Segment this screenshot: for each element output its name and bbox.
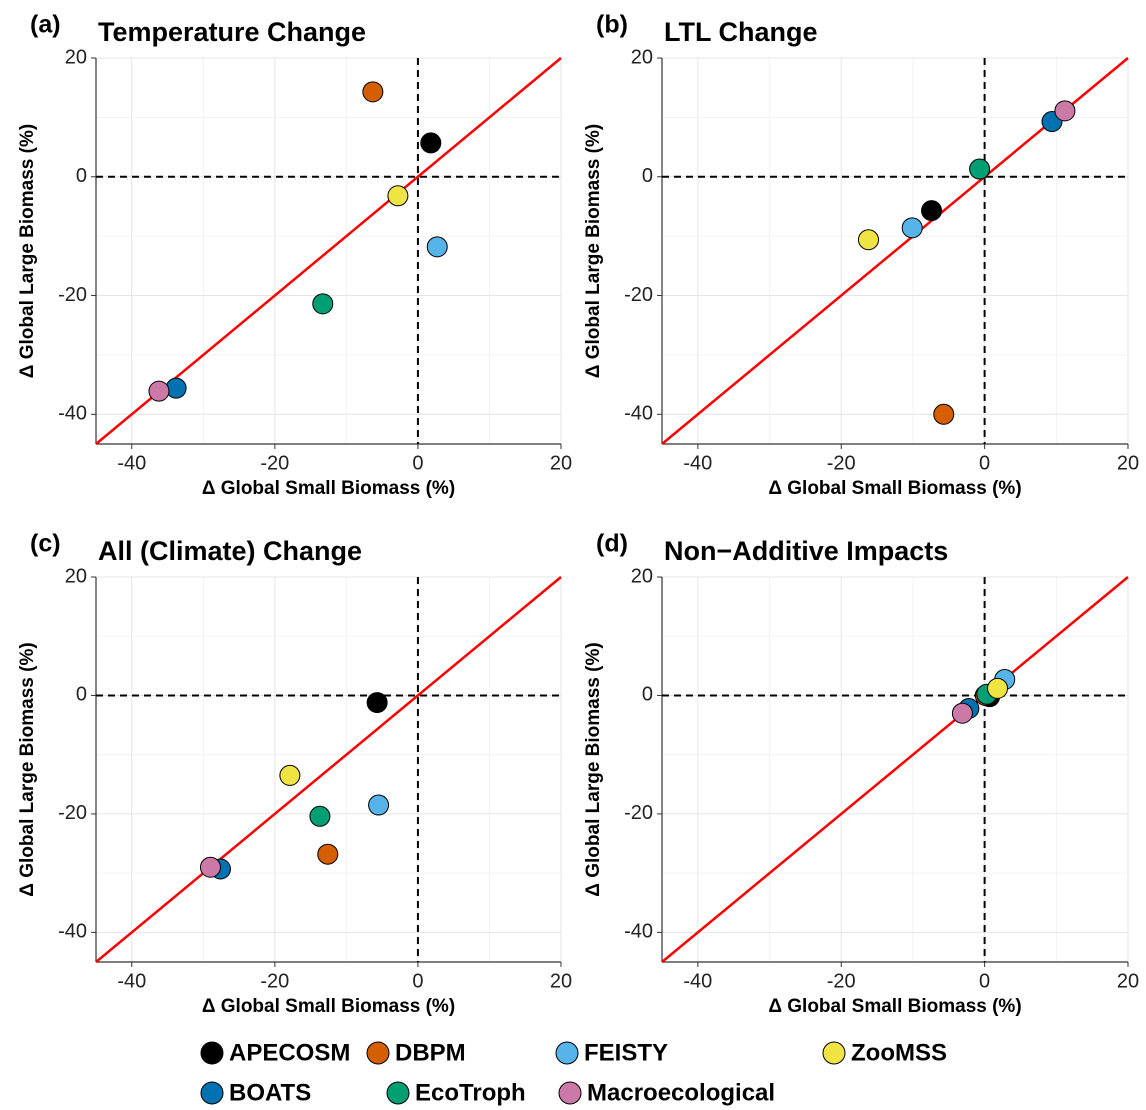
x-tick-label: -20: [827, 452, 856, 474]
y-tick-label: 0: [76, 684, 87, 706]
y-axis-label: Δ Global Large Biomass (%): [17, 124, 38, 378]
y-tick-label: -40: [58, 921, 87, 943]
panel-title: Non−Additive Impacts: [664, 536, 948, 566]
point: [857, 229, 879, 251]
point: [362, 81, 384, 103]
point: [312, 293, 334, 315]
x-tick-label: 20: [550, 970, 572, 992]
panel-label: (d): [596, 530, 628, 558]
y-tick-label: 0: [642, 165, 653, 187]
identity-line: [661, 576, 1129, 963]
point: [1054, 100, 1076, 122]
y-axis-label: Δ Global Large Biomass (%): [17, 642, 38, 896]
point: [921, 200, 943, 222]
x-tick-label: 0: [412, 970, 423, 992]
point: [199, 856, 221, 878]
legend-swatch: [386, 1081, 410, 1105]
point: [933, 403, 955, 425]
y-tick-label: 20: [631, 565, 653, 587]
point: [309, 805, 331, 827]
y-tick-label: -20: [58, 802, 87, 824]
y-tick-label: 20: [65, 46, 87, 68]
point: [368, 794, 390, 816]
y-tick-label: 0: [76, 165, 87, 187]
y-tick-label: -20: [624, 284, 653, 306]
x-tick-label: 20: [1117, 452, 1139, 474]
point: [901, 217, 923, 239]
legend-swatch: [200, 1081, 224, 1105]
identity-line: [95, 576, 562, 963]
point: [426, 236, 448, 258]
y-tick-label: -20: [624, 802, 653, 824]
y-tick-label: 0: [642, 684, 653, 706]
x-axis-label: Δ Global Small Biomass (%): [768, 478, 1021, 499]
x-tick-label: -20: [260, 452, 289, 474]
legend-label: DBPM: [395, 1039, 466, 1066]
point: [148, 380, 170, 402]
x-axis-label: Δ Global Small Biomass (%): [768, 996, 1021, 1017]
point: [279, 764, 301, 786]
panel-label: (a): [30, 11, 61, 39]
point: [951, 702, 973, 724]
legend-swatch: [555, 1041, 579, 1065]
x-tick-label: 20: [1117, 970, 1139, 992]
x-tick-label: 0: [412, 452, 423, 474]
y-axis-label: Δ Global Large Biomass (%): [583, 124, 604, 378]
x-tick-label: -40: [683, 970, 712, 992]
panel-title: LTL Change: [664, 17, 818, 47]
point: [420, 132, 442, 154]
y-tick-label: 20: [631, 46, 653, 68]
y-tick-label: -20: [58, 284, 87, 306]
y-axis-label: Δ Global Large Biomass (%): [583, 642, 604, 896]
point: [366, 692, 388, 714]
panel-label: (c): [30, 530, 61, 558]
legend-label: EcoTroph: [415, 1079, 526, 1106]
legend-label: BOATS: [229, 1079, 311, 1106]
x-axis-label: Δ Global Small Biomass (%): [202, 478, 455, 499]
legend-swatch: [200, 1041, 224, 1065]
y-tick-label: -40: [624, 921, 653, 943]
y-tick-label: -40: [624, 403, 653, 425]
legend-label: FEISTY: [584, 1039, 668, 1066]
x-axis-label: Δ Global Small Biomass (%): [202, 996, 455, 1017]
point: [987, 677, 1009, 699]
y-tick-label: -40: [58, 403, 87, 425]
x-tick-label: 20: [550, 452, 572, 474]
legend-label: ZooMSS: [851, 1039, 947, 1066]
panel-title: Temperature Change: [98, 17, 366, 47]
point: [969, 158, 991, 180]
legend-swatch: [558, 1081, 582, 1105]
x-tick-label: -20: [260, 970, 289, 992]
legend-label: APECOSM: [229, 1039, 350, 1066]
y-tick-label: 20: [65, 565, 87, 587]
legend-label: Macroecological: [587, 1079, 775, 1106]
x-tick-label: -40: [117, 970, 146, 992]
x-tick-label: -20: [827, 970, 856, 992]
panel-title: All (Climate) Change: [98, 536, 362, 566]
panel-label: (b): [596, 11, 628, 39]
legend-swatch: [822, 1041, 846, 1065]
x-tick-label: 0: [979, 452, 990, 474]
point: [317, 843, 339, 865]
x-tick-label: -40: [683, 452, 712, 474]
x-tick-label: -40: [117, 452, 146, 474]
point: [387, 185, 409, 207]
point: [165, 377, 187, 399]
legend-swatch: [366, 1041, 390, 1065]
x-tick-label: 0: [979, 970, 990, 992]
